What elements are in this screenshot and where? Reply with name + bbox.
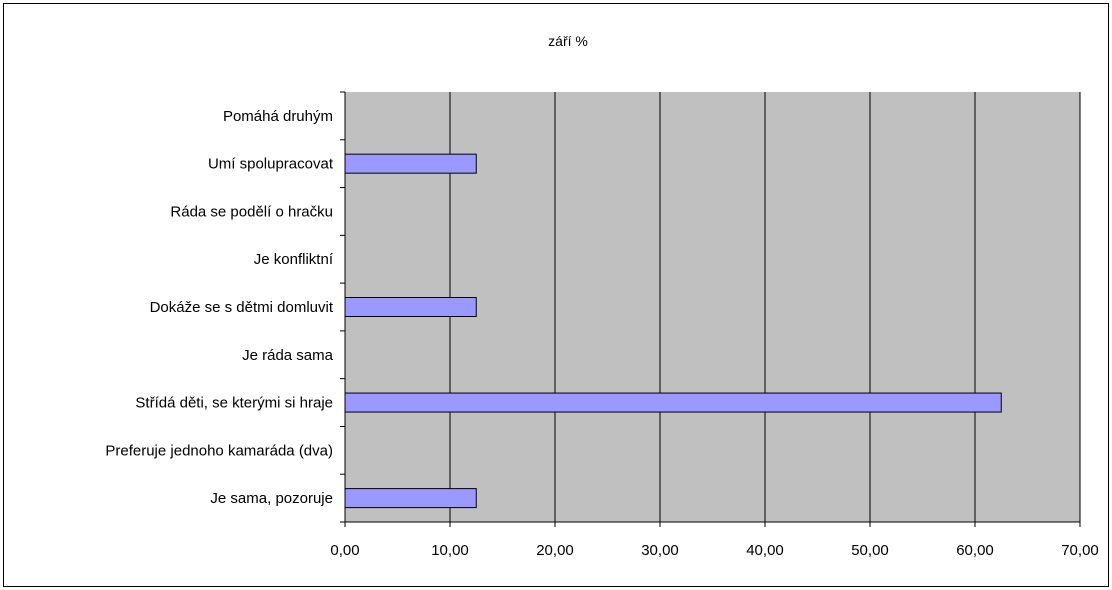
category-label: Preferuje jednoho kamaráda (dva) — [105, 442, 333, 459]
x-tick-label: 40,00 — [746, 542, 784, 559]
x-tick-label: 60,00 — [956, 542, 994, 559]
bar — [344, 297, 477, 317]
category-label: Pomáhá druhým — [223, 108, 333, 125]
x-tick-label: 20,00 — [536, 542, 574, 559]
category-label: Je sama, pozoruje — [210, 490, 333, 507]
chart-title: září % — [548, 33, 588, 49]
x-tick-label: 30,00 — [641, 542, 679, 559]
x-tick-label: 10,00 — [431, 542, 469, 559]
x-tick-label: 70,00 — [1061, 542, 1099, 559]
bar — [344, 153, 477, 174]
category-label: Ráda se podělí o hračku — [170, 203, 333, 220]
category-label: Je ráda sama — [242, 347, 334, 364]
category-label: Umí spolupracovat — [208, 156, 334, 173]
category-label: Je konfliktní — [254, 251, 334, 268]
x-tick-label: 0,00 — [330, 542, 359, 559]
x-tick-label: 50,00 — [851, 542, 889, 559]
bar — [344, 488, 477, 509]
category-label: Dokáže se s dětmi domluvit — [150, 299, 334, 316]
bar — [344, 392, 1002, 413]
plot-area: 0,00 10,00 20,00 30,00 40,00 50,00 60,00 70,00 P… — [105, 91, 1099, 559]
category-label: Střídá děti, se kterými si hraje — [135, 395, 333, 412]
